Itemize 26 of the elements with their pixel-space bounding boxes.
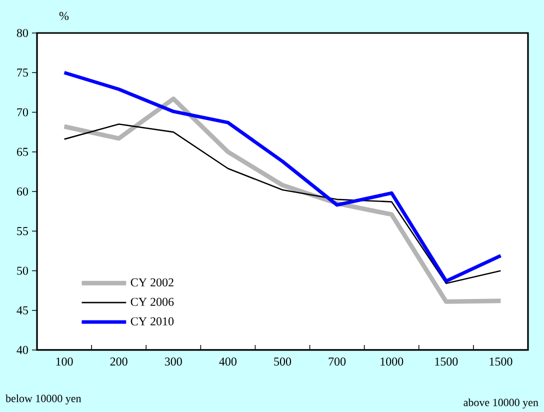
- y-tick-label: 70: [17, 108, 28, 116]
- text: below 10000 yen: [6, 394, 82, 404]
- y-axis-title: %: [59, 12, 69, 20]
- y-tick-label: 80: [16, 28, 28, 38]
- y-tick-label: 55: [17, 227, 28, 236]
- x-tick-label: 500: [274, 358, 292, 366]
- legend-label: CY 2010: [130, 317, 174, 326]
- x-tick-label: 1000: [380, 358, 404, 366]
- line-series: [64, 123, 502, 284]
- x-tick-label: 1500: [490, 358, 512, 366]
- legend-label: CY 2002: [130, 278, 174, 286]
- x-tick-label: 1500: [435, 358, 458, 366]
- x-tick-label: 700: [328, 358, 346, 366]
- text: above 10000 yen: [464, 398, 538, 408]
- y-tick-label: 45: [16, 306, 28, 314]
- x-tick-label: 300: [164, 358, 182, 366]
- y-tick-label: 40: [16, 346, 28, 354]
- y-tick-label: 60: [16, 187, 28, 196]
- x-tick-label: 200: [110, 358, 128, 366]
- x-tick-label: 400: [219, 358, 236, 366]
- y-tick-label: 65: [16, 148, 28, 156]
- legend-label: CY 2006: [130, 298, 174, 306]
- line-series: [62, 96, 503, 304]
- y-tick-label: 75: [17, 68, 28, 77]
- x-tick-label: 100: [56, 358, 73, 366]
- y-tick-label: 50: [17, 266, 28, 275]
